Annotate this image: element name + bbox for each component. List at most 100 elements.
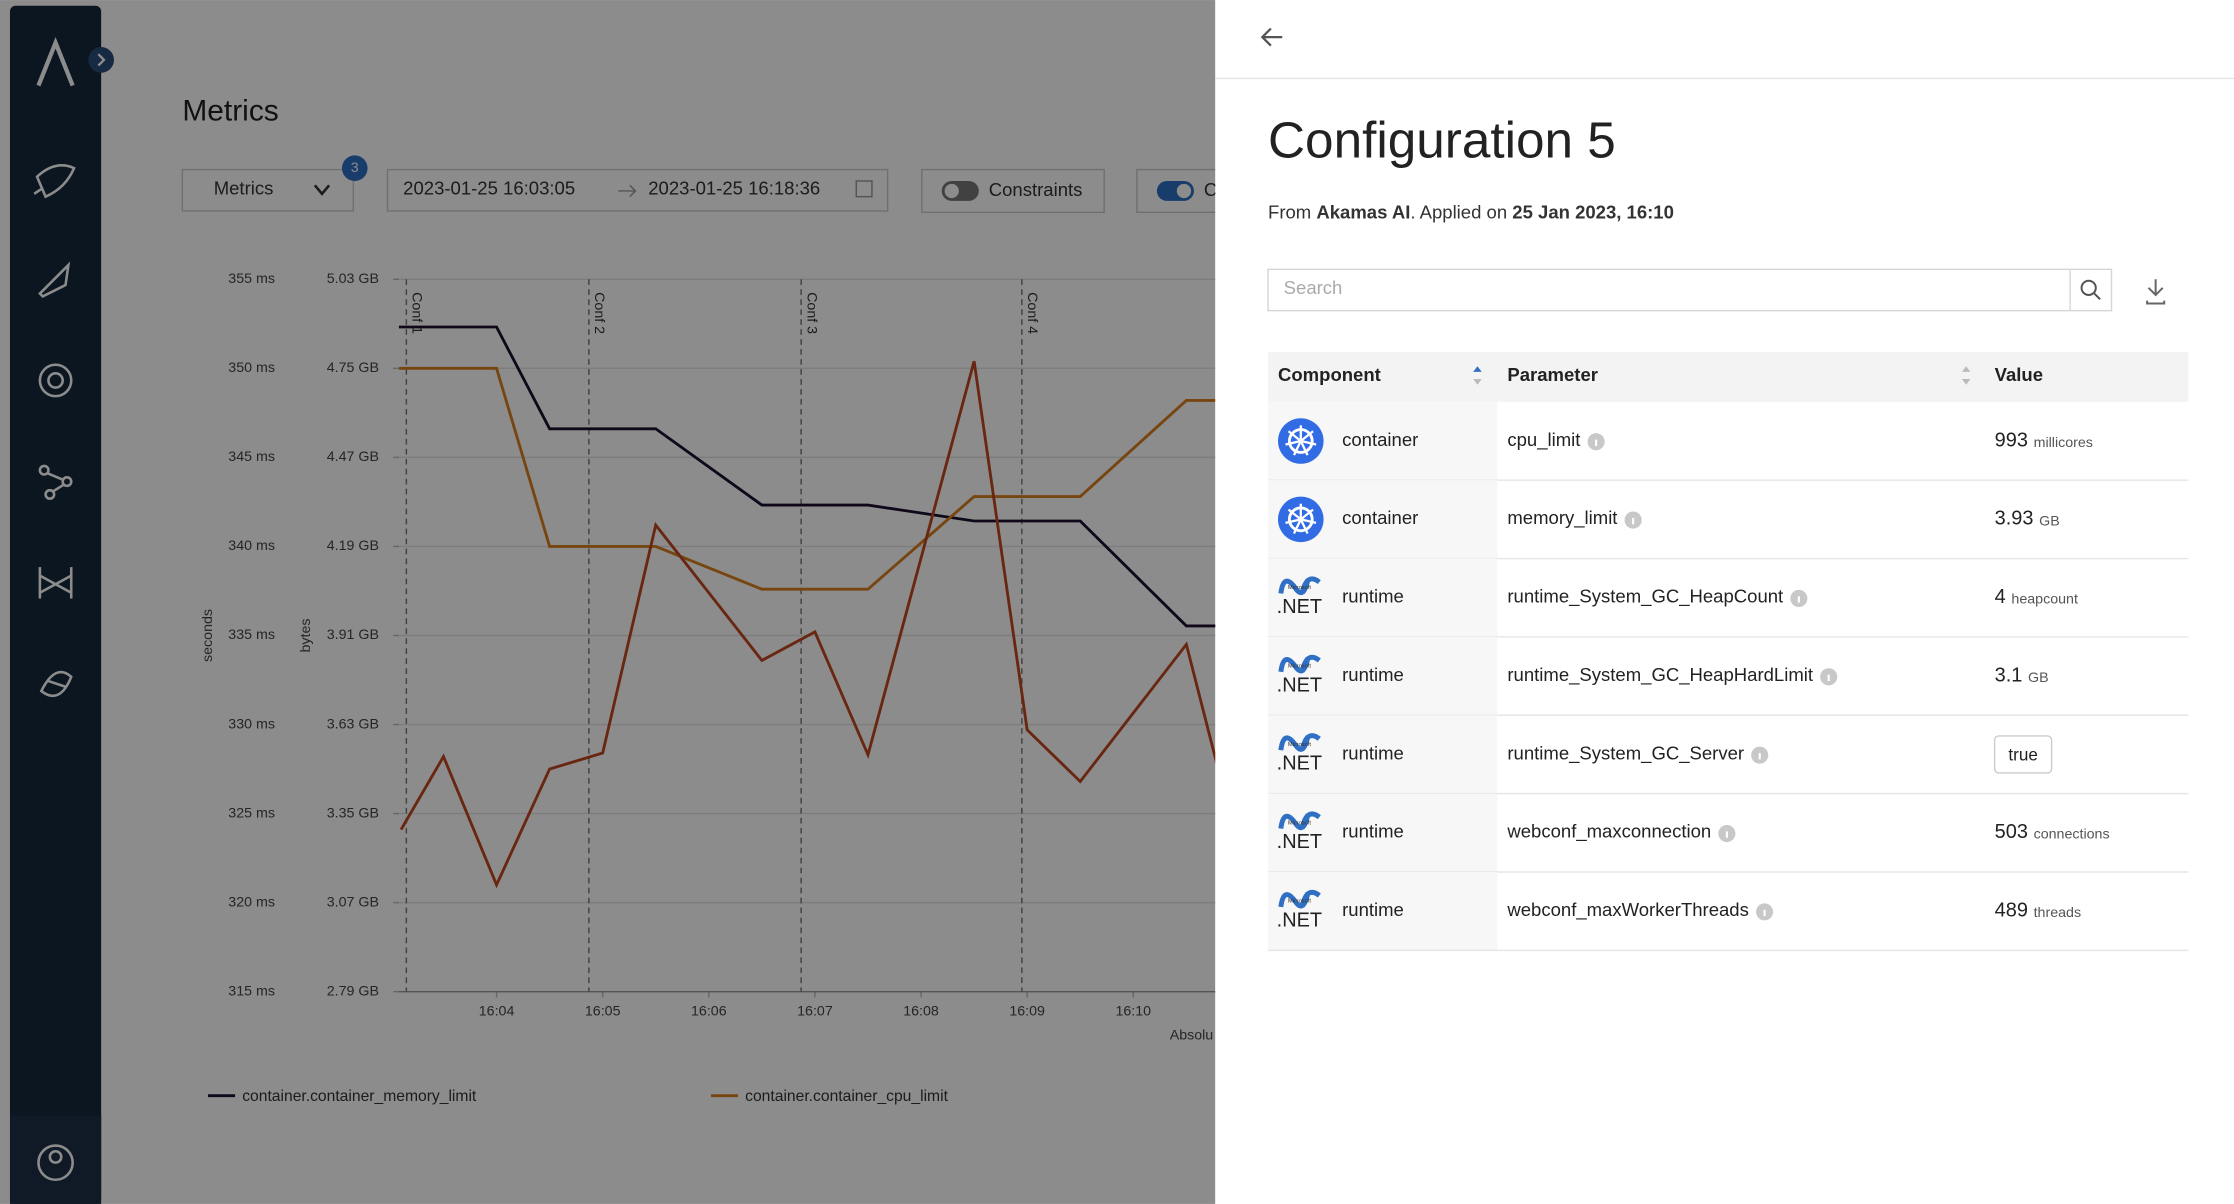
dotnet-vendor: Microsoft: [1288, 820, 1311, 826]
component: runtime: [1342, 664, 1404, 685]
unit: heapcount: [2011, 592, 2078, 608]
dotnet-text: .NET: [1277, 674, 1322, 696]
nav-optimize[interactable]: [39, 670, 73, 698]
dotnet-icon: [1278, 654, 1321, 674]
panel-subtitle: From Akamas AI. Applied on 25 Jan 2023, …: [1268, 202, 1674, 223]
dotnet-vendor: Microsoft: [1288, 742, 1311, 748]
legend-label[interactable]: container.container_cpu_limit: [745, 1088, 948, 1105]
y2-tick-label: 4.75 GB: [327, 360, 379, 376]
value: 3.93: [1995, 508, 2034, 530]
kubernetes-spoke: [1285, 518, 1302, 524]
kubernetes-spoke: [1299, 518, 1309, 534]
subtitle-text: From: [1268, 202, 1316, 223]
sort-desc[interactable]: [1473, 379, 1482, 385]
y-tick-label: 340 ms: [228, 538, 275, 554]
kubernetes-spoke: [1287, 430, 1302, 442]
y2-tick-label: 3.35 GB: [327, 805, 379, 821]
download-button[interactable]: [2146, 279, 2166, 305]
unit: threads: [2034, 905, 2081, 921]
series-line: [398, 366, 1219, 591]
search-input[interactable]: [1267, 268, 2113, 312]
x-tick-label: 16:09: [1009, 1003, 1045, 1019]
dotnet-icon: [1278, 811, 1321, 831]
component-cell: [1268, 793, 1498, 872]
kubernetes-spoke: [1292, 440, 1302, 456]
y2-tick-label: 4.19 GB: [327, 538, 379, 554]
parameter: cpu_limit: [1507, 429, 1581, 451]
search-handle: [2093, 292, 2101, 300]
subtitle-source: Akamas AI: [1316, 202, 1410, 223]
component-cell: [1268, 715, 1498, 794]
search-button[interactable]: [2080, 279, 2097, 296]
nav-icons: [33, 164, 76, 1182]
component: container: [1342, 429, 1418, 450]
column-header[interactable]: Component: [1278, 364, 1381, 385]
back-button[interactable]: [1260, 27, 1283, 47]
column-header: Value: [1995, 364, 2043, 385]
side-panel: Configuration 5 From Akamas AI. Applied …: [1215, 0, 2234, 1204]
component: runtime: [1342, 899, 1404, 920]
date-range[interactable]: [386, 168, 889, 212]
date-arrow: [618, 184, 637, 198]
sort-asc[interactable]: [1473, 366, 1482, 372]
nav-home[interactable]: [33, 164, 76, 199]
nav-studies[interactable]: [38, 567, 73, 599]
nav-user[interactable]: [37, 1144, 74, 1182]
parameter: runtime_System_GC_Server: [1507, 742, 1744, 764]
y-tick-label: 320 ms: [228, 894, 275, 910]
y-tick-label: 350 ms: [228, 360, 275, 376]
legend-label[interactable]: container.container_memory_limit: [242, 1088, 477, 1105]
nav-target[interactable]: [38, 363, 73, 398]
toggle-knob: [944, 183, 959, 199]
dotnet-text: .NET: [1277, 831, 1322, 853]
dotnet-vendor: Microsoft: [1288, 585, 1311, 591]
panel-title: Configuration 5: [1268, 111, 1616, 168]
dropdown-chevron: [313, 184, 331, 196]
series-line: [399, 360, 1220, 889]
kubernetes-spoke: [1285, 439, 1302, 446]
value: true: [2008, 745, 2037, 764]
badge-count: 3: [351, 160, 359, 176]
nav-launch[interactable]: [38, 261, 71, 298]
nav-graph[interactable]: [46, 471, 65, 493]
x-tick-label: 16:04: [479, 1003, 515, 1019]
kubernetes-spoke: [1300, 508, 1314, 521]
x-tick-label: 16:07: [797, 1003, 833, 1019]
component: container: [1342, 507, 1418, 528]
kubernetes-spoke: [1300, 430, 1314, 442]
y-tick-label: 315 ms: [228, 983, 275, 999]
series-line: [398, 325, 1219, 628]
page-title: Metrics: [182, 95, 278, 128]
y-tick-label: 330 ms: [228, 716, 275, 732]
unit: millicores: [2034, 435, 2093, 451]
y2-tick-label: 3.63 GB: [327, 716, 379, 732]
component: runtime: [1342, 742, 1404, 763]
y-axis-label: seconds: [200, 609, 216, 662]
x-tick-label: 16:05: [585, 1003, 621, 1019]
parameter: runtime_System_GC_HeapCount: [1507, 586, 1784, 608]
dotnet-text: .NET: [1277, 596, 1322, 618]
modal-overlay[interactable]: [0, 0, 1216, 1204]
unit: connections: [2034, 827, 2110, 843]
component: runtime: [1342, 821, 1404, 842]
sort-icon[interactable]: [1961, 366, 1971, 385]
config-label: Conf 2: [591, 292, 607, 334]
unit: GB: [2028, 670, 2049, 686]
config-label: Conf 3: [803, 292, 819, 334]
table-header: [1268, 351, 2189, 402]
expand-button[interactable]: [88, 47, 114, 73]
y2-tick-label: 4.47 GB: [327, 449, 379, 465]
column-header[interactable]: Parameter: [1507, 364, 1598, 385]
y2-tick-label: 3.07 GB: [327, 894, 379, 910]
kubernetes-spoke: [1292, 518, 1302, 534]
logo[interactable]: [36, 37, 75, 87]
dropdown-label: Metrics: [214, 177, 274, 198]
y2-tick-label: 3.91 GB: [327, 627, 379, 643]
component-cell: [1268, 636, 1498, 716]
sidebar: [9, 5, 102, 1204]
component-cell: [1268, 871, 1498, 951]
parameter: webconf_maxconnection: [1506, 821, 1711, 843]
component: runtime: [1342, 586, 1404, 607]
